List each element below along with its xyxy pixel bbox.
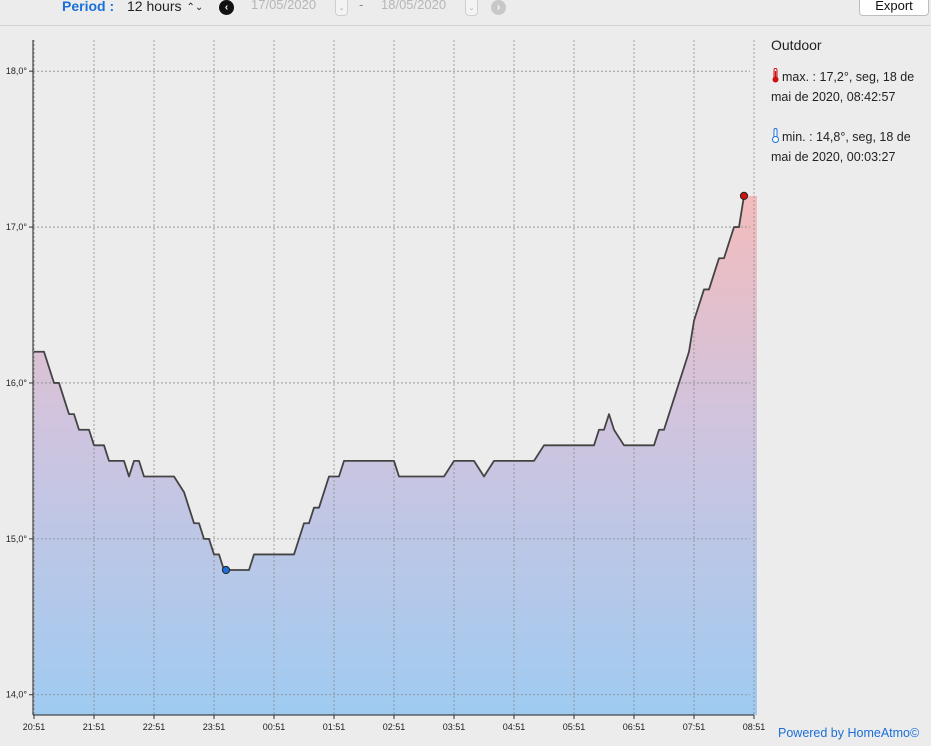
x-tick-label: 00:51 xyxy=(263,722,286,732)
temperature-chart: 20:51 21:51 22:51 23:51 00:51 01:51 02:51 03:51… xyxy=(6,40,766,732)
period-select[interactable]: 12 hours ⌃⌄ xyxy=(127,0,203,14)
y-tick-label: 15,0° xyxy=(6,534,28,544)
min-stat-text: min. : 14,8°, seg, 18 de mai de 2020, 00… xyxy=(771,130,911,164)
date-to-stepper[interactable]: ⌃ ⌄ xyxy=(465,0,478,16)
max-stat: max. : 17,2°, seg, 18 de mai de 2020, 08… xyxy=(771,67,931,107)
x-tick-label: 03:51 xyxy=(443,722,466,732)
export-button[interactable]: Export xyxy=(859,0,929,16)
x-tick-label: 02:51 xyxy=(383,722,406,732)
x-tick-label: 08:51 xyxy=(743,722,766,732)
date-from-field[interactable]: 17/05/2020 xyxy=(251,0,317,12)
x-tick-label: 21:51 xyxy=(83,722,106,732)
chevron-left-circle-icon[interactable]: ‹ xyxy=(219,0,234,15)
series-area xyxy=(34,195,757,715)
period-label: Period : xyxy=(62,0,115,14)
x-tick-label: 06:51 xyxy=(623,722,646,732)
thermometer-hot-icon xyxy=(772,68,779,83)
x-tick-label: 20:51 xyxy=(23,722,46,732)
y-tick-label: 16,0° xyxy=(6,378,28,388)
date-to-field[interactable]: 18/05/2020 xyxy=(381,0,447,12)
x-tick-label: 23:51 xyxy=(203,722,226,732)
x-tick-label: 05:51 xyxy=(563,722,586,732)
powered-by-link[interactable]: Powered by HomeAtmo© xyxy=(778,726,920,740)
y-tick-label: 14,0° xyxy=(6,690,28,700)
period-value: 12 hours xyxy=(127,0,182,14)
chevron-right-circle-icon[interactable]: › xyxy=(491,0,506,15)
date-separator: - xyxy=(359,0,364,12)
min-stat: min. : 14,8°, seg, 18 de mai de 2020, 00… xyxy=(771,127,931,167)
x-tick-label: 22:51 xyxy=(143,722,166,732)
toolbar: Period : 12 hours ⌃⌄ ‹ 17/05/2020 ⌃ ⌄ - 18… xyxy=(0,0,931,26)
y-tick-label: 17,0° xyxy=(6,222,28,232)
thermometer-cold-icon xyxy=(772,128,779,143)
y-tick-label: 18,0° xyxy=(6,66,28,76)
date-from-stepper[interactable]: ⌃ ⌄ xyxy=(335,0,348,16)
sensor-title: Outdoor xyxy=(771,37,822,53)
max-stat-text: max. : 17,2°, seg, 18 de mai de 2020, 08… xyxy=(771,70,915,104)
min-point-marker xyxy=(221,565,231,575)
x-tick-label: 04:51 xyxy=(503,722,526,732)
x-tick-label: 01:51 xyxy=(323,722,346,732)
chevron-updown-icon: ⌃⌄ xyxy=(186,2,204,13)
series-line xyxy=(34,195,745,571)
x-tick-label: 07:51 xyxy=(683,722,706,732)
max-point-marker xyxy=(739,191,749,200)
